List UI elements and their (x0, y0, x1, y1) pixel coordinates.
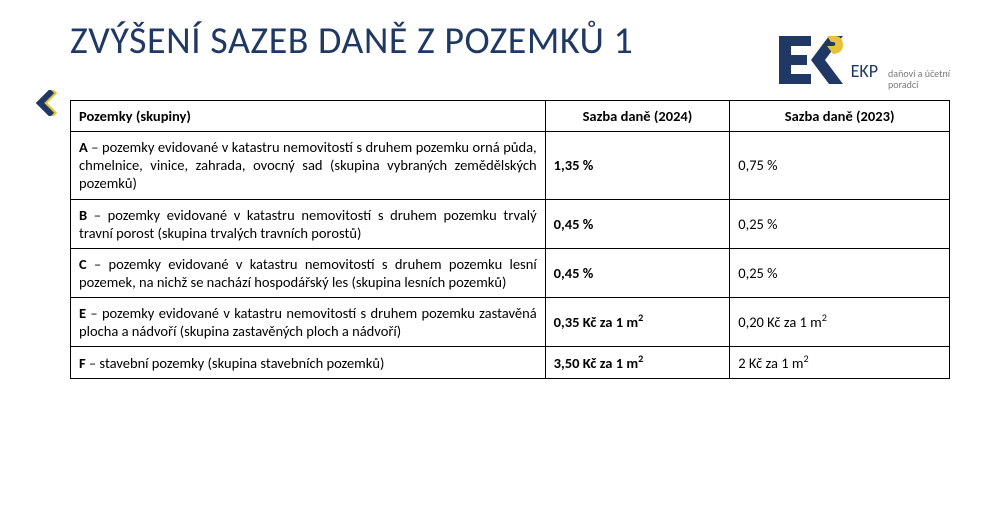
cell-category: C – pozemky evidované v katastru nemovit… (71, 248, 546, 297)
cell-rate-2023: 2 Kč za 1 m2 (730, 347, 950, 379)
col-header-2024: Sazba daně (2024) (545, 101, 730, 132)
rates-table: Pozemky (skupiny) Sazba daně (2024) Sazb… (70, 100, 950, 379)
slide-root: ZVÝŠENÍ SAZEB DANĚ Z POZEMKŮ 1 EKP daňov… (0, 0, 1000, 515)
chevron-icon (34, 90, 60, 116)
cell-rate-2023: 0,25 % (730, 199, 950, 248)
cell-rate-2024: 0,35 Kč za 1 m2 (545, 298, 730, 347)
cell-rate-2023: 0,20 Kč za 1 m2 (730, 298, 950, 347)
cell-rate-2024: 1,35 % (545, 132, 730, 199)
table-row: A – pozemky evidované v katastru nemovit… (71, 132, 950, 199)
cell-rate-2023: 0,25 % (730, 248, 950, 297)
logo-mark-icon (771, 30, 843, 90)
page-title: ZVÝŠENÍ SAZEB DANĚ Z POZEMKŮ 1 (70, 20, 771, 64)
cell-rate-2024: 3,50 Kč za 1 m2 (545, 347, 730, 379)
cell-category: E – pozemky evidované v katastru nemovit… (71, 298, 546, 347)
logo-text: EKP daňoví a účetní poradci (851, 60, 950, 90)
cell-rate-2024: 0,45 % (545, 248, 730, 297)
cell-category: A – pozemky evidované v katastru nemovit… (71, 132, 546, 199)
header: ZVÝŠENÍ SAZEB DANĚ Z POZEMKŮ 1 EKP daňov… (70, 20, 950, 90)
cell-rate-2024: 0,45 % (545, 199, 730, 248)
table-row: E – pozemky evidované v katastru nemovit… (71, 298, 950, 347)
table-row: F – stavební pozemky (skupina stavebních… (71, 347, 950, 379)
col-header-2023: Sazba daně (2023) (730, 101, 950, 132)
table-row: B – pozemky evidované v katastru nemovit… (71, 199, 950, 248)
cell-category: B – pozemky evidované v katastru nemovit… (71, 199, 546, 248)
col-header-category: Pozemky (skupiny) (71, 101, 546, 132)
cell-rate-2023: 0,75 % (730, 132, 950, 199)
logo-name: EKP (851, 60, 878, 82)
cell-category: F – stavební pozemky (skupina stavebních… (71, 347, 546, 379)
logo-tagline: daňoví a účetní poradci (888, 69, 950, 90)
table-header-row: Pozemky (skupiny) Sazba daně (2024) Sazb… (71, 101, 950, 132)
logo: EKP daňoví a účetní poradci (771, 30, 950, 90)
table-row: C – pozemky evidované v katastru nemovit… (71, 248, 950, 297)
